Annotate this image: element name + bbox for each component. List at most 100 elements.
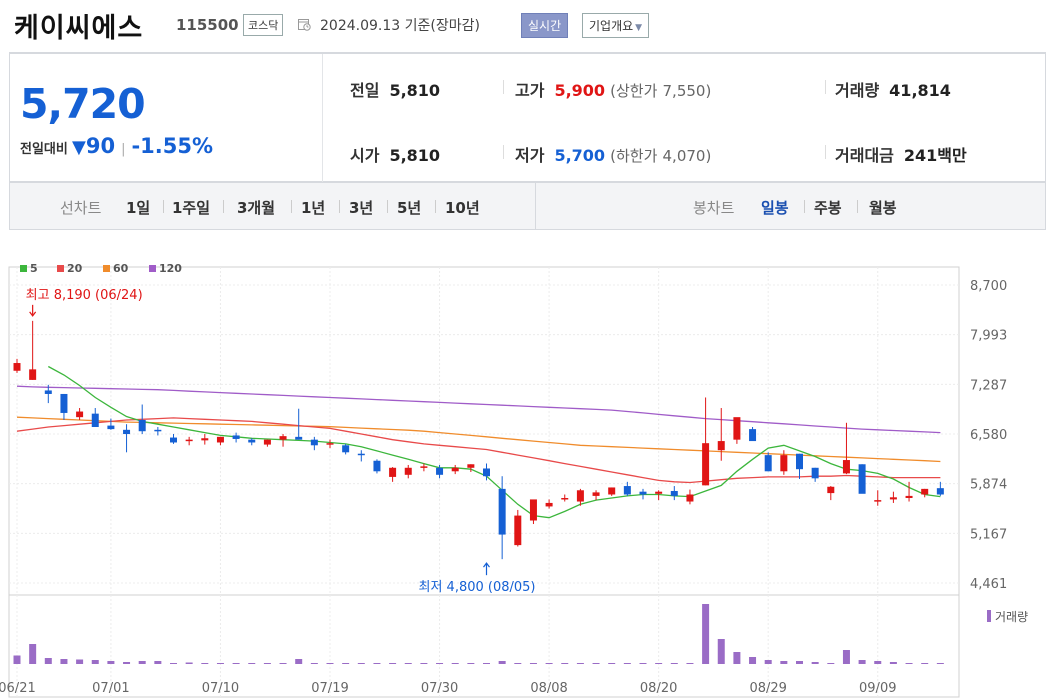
- candle-body: [76, 411, 84, 418]
- volume-bar: [811, 662, 819, 664]
- high-price: 고가 5,900 (상한가 7,550): [515, 77, 711, 101]
- candle-body: [514, 515, 522, 546]
- candle-body: [138, 419, 146, 432]
- volume-bar: [780, 661, 788, 664]
- volume-bar: [154, 661, 162, 664]
- volume-legend-swatch: [987, 610, 991, 622]
- volume-bar: [639, 663, 647, 664]
- x-tick-label: 08/29: [749, 681, 786, 696]
- candle-body: [796, 453, 803, 470]
- candle-body: [623, 486, 631, 495]
- candle-weekly[interactable]: 주봉: [814, 199, 842, 217]
- upper-limit-value: 7,550: [662, 82, 706, 100]
- high-label: 고가: [515, 81, 545, 100]
- volume-bar: [326, 663, 334, 664]
- period-3y[interactable]: 3년: [349, 199, 374, 217]
- candle-body: [154, 429, 162, 432]
- candle-body: [451, 467, 459, 472]
- candle-body: [576, 490, 584, 502]
- divider: [825, 80, 826, 94]
- stock-code: 115500: [176, 16, 239, 34]
- volume-bar: [91, 660, 99, 664]
- prev-close-value: 5,810: [389, 81, 441, 100]
- lower-limit-label: (하한가: [610, 147, 658, 165]
- volume-bar: [749, 657, 757, 664]
- x-tick-label: 08/08: [530, 681, 567, 696]
- volume-bar: [529, 663, 537, 664]
- volume-bar: [858, 660, 866, 664]
- company-info-dropdown[interactable]: 기업개요 ▼: [582, 13, 650, 38]
- candle-body: [655, 491, 663, 494]
- legend-swatch-ma5: [20, 265, 27, 272]
- candle-body: [921, 488, 929, 495]
- change-amount: 90: [85, 134, 116, 158]
- open-label: 시가: [350, 146, 380, 165]
- candle-body: [107, 425, 115, 430]
- prev-close: 전일 5,810: [350, 77, 440, 101]
- volume-bar: [623, 663, 631, 664]
- candle-body: [185, 439, 193, 442]
- candle-body: [702, 443, 710, 486]
- volume-bar: [201, 663, 209, 664]
- volume-bar: [232, 663, 240, 664]
- x-tick-label: 06/21: [0, 681, 36, 696]
- candle-body: [780, 455, 788, 472]
- period-10y[interactable]: 10년: [445, 199, 480, 217]
- volume-bar: [717, 639, 725, 664]
- volume-bar: [170, 663, 177, 664]
- candle-body: [420, 466, 428, 468]
- candle-daily[interactable]: 일봉: [761, 199, 789, 217]
- realtime-button[interactable]: 실시간: [521, 13, 569, 38]
- legend-ma60: 60: [113, 262, 129, 275]
- chevron-down-icon: ▼: [635, 23, 643, 33]
- y-tick-label: 7,287: [970, 378, 1007, 393]
- y-tick-label: 5,874: [970, 478, 1007, 493]
- volume-bar: [608, 663, 616, 664]
- volume-bar: [44, 658, 52, 664]
- period-1w[interactable]: 1주일: [172, 199, 211, 217]
- divider: [825, 145, 826, 159]
- divider: [223, 200, 224, 213]
- candle-body: [248, 439, 256, 443]
- candle-body: [373, 460, 381, 472]
- divider: [804, 200, 805, 213]
- candle-body: [498, 488, 506, 535]
- period-3m[interactable]: 3개월: [237, 199, 276, 217]
- volume-bar: [561, 663, 569, 664]
- candle-body: [608, 487, 616, 495]
- volume-bar: [655, 663, 663, 664]
- upper-limit-paren: ): [705, 82, 712, 100]
- candle-body: [60, 393, 68, 413]
- price-box: 5,720 전일대비 ▼90 | -1.55%: [10, 54, 323, 182]
- volume-bar: [107, 661, 115, 664]
- candlestick-chart: 8,700 7,993 7,287 6,580 5,874 5,167 4,461 06/21…: [0, 262, 1028, 698]
- legend-swatch-ma60: [103, 265, 110, 272]
- candle-body: [874, 500, 882, 502]
- candle-body: [561, 498, 569, 500]
- candle-body: [905, 495, 913, 499]
- volume-bar: [921, 663, 929, 664]
- volume-bar: [29, 644, 37, 664]
- open-value: 5,810: [389, 146, 441, 165]
- volume-bar: [764, 660, 772, 664]
- volume-stat: 거래량 41,814: [835, 77, 951, 101]
- volume-bar: [389, 663, 397, 664]
- lower-limit-value: 4,070: [662, 147, 706, 165]
- candle-body: [764, 455, 772, 472]
- x-tick-label: 07/19: [311, 681, 348, 696]
- period-5y[interactable]: 5년: [397, 199, 422, 217]
- candle-body: [545, 502, 553, 507]
- candle-monthly[interactable]: 월봉: [869, 199, 897, 217]
- volume-bar: [592, 663, 600, 664]
- candle-body: [858, 464, 866, 494]
- calendar-icon: [298, 19, 311, 31]
- volume-bar: [514, 663, 522, 664]
- amount-value: 241: [903, 146, 938, 165]
- ma60-line: [16, 416, 941, 463]
- period-1y[interactable]: 1년: [301, 199, 326, 217]
- candle-body: [936, 488, 944, 495]
- candle-body: [232, 435, 240, 439]
- period-1d[interactable]: 1일: [126, 199, 151, 217]
- min-arrow-icon: [483, 562, 490, 568]
- divider: [339, 200, 340, 213]
